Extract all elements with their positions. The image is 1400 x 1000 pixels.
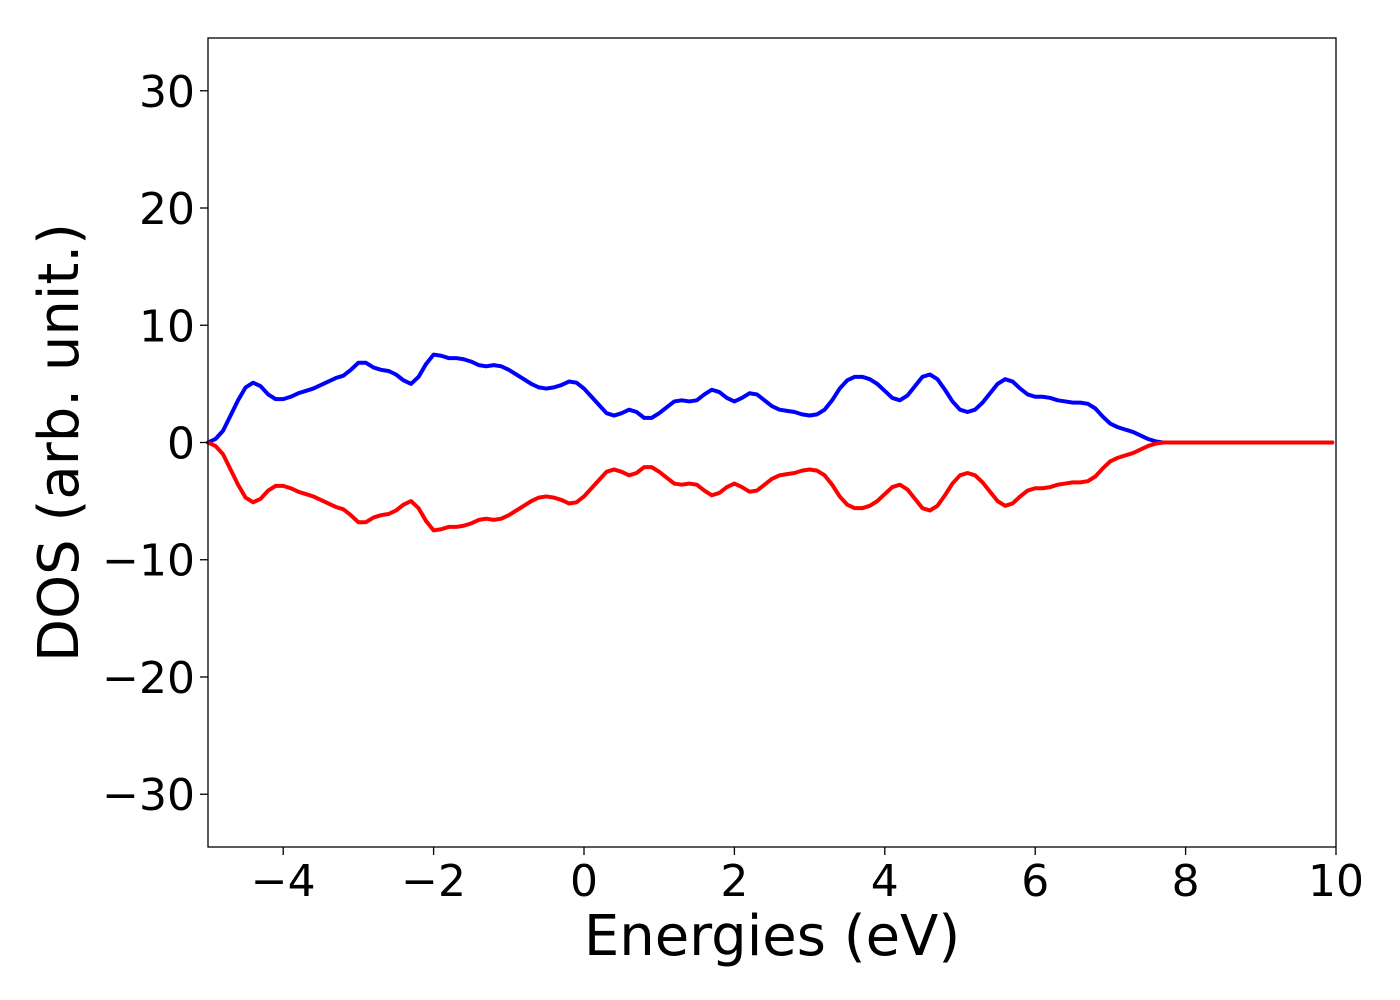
y-tick-label: −20 <box>102 653 195 704</box>
x-tick-label: 0 <box>570 856 598 907</box>
y-tick-label: 20 <box>139 184 195 235</box>
x-tick-label: 6 <box>1021 856 1049 907</box>
y-tick-label: 10 <box>139 301 195 352</box>
series-line-2 <box>206 440 1335 533</box>
y-axis: 30 20 10 0 −10 −20 −30 <box>102 67 208 821</box>
x-tick-label: −2 <box>401 856 466 907</box>
y-tick-label: 0 <box>167 419 195 470</box>
series-line-1 <box>206 352 1335 445</box>
y-tick-label: 30 <box>139 67 195 118</box>
x-tick-label: 8 <box>1172 856 1200 907</box>
y-tick-label: −10 <box>102 536 195 587</box>
x-axis-title: Energies (eV) <box>584 904 960 969</box>
y-tick-label: −30 <box>102 770 195 821</box>
x-axis: −4 −2 0 2 4 6 8 10 <box>251 847 1364 907</box>
y-axis-title: DOS (arb. unit.) <box>27 223 92 662</box>
x-tick-label: −4 <box>251 856 316 907</box>
x-tick-label: 10 <box>1308 856 1364 907</box>
series-layer <box>206 352 1335 533</box>
x-tick-label: 4 <box>871 856 899 907</box>
x-tick-label: 2 <box>720 856 748 907</box>
